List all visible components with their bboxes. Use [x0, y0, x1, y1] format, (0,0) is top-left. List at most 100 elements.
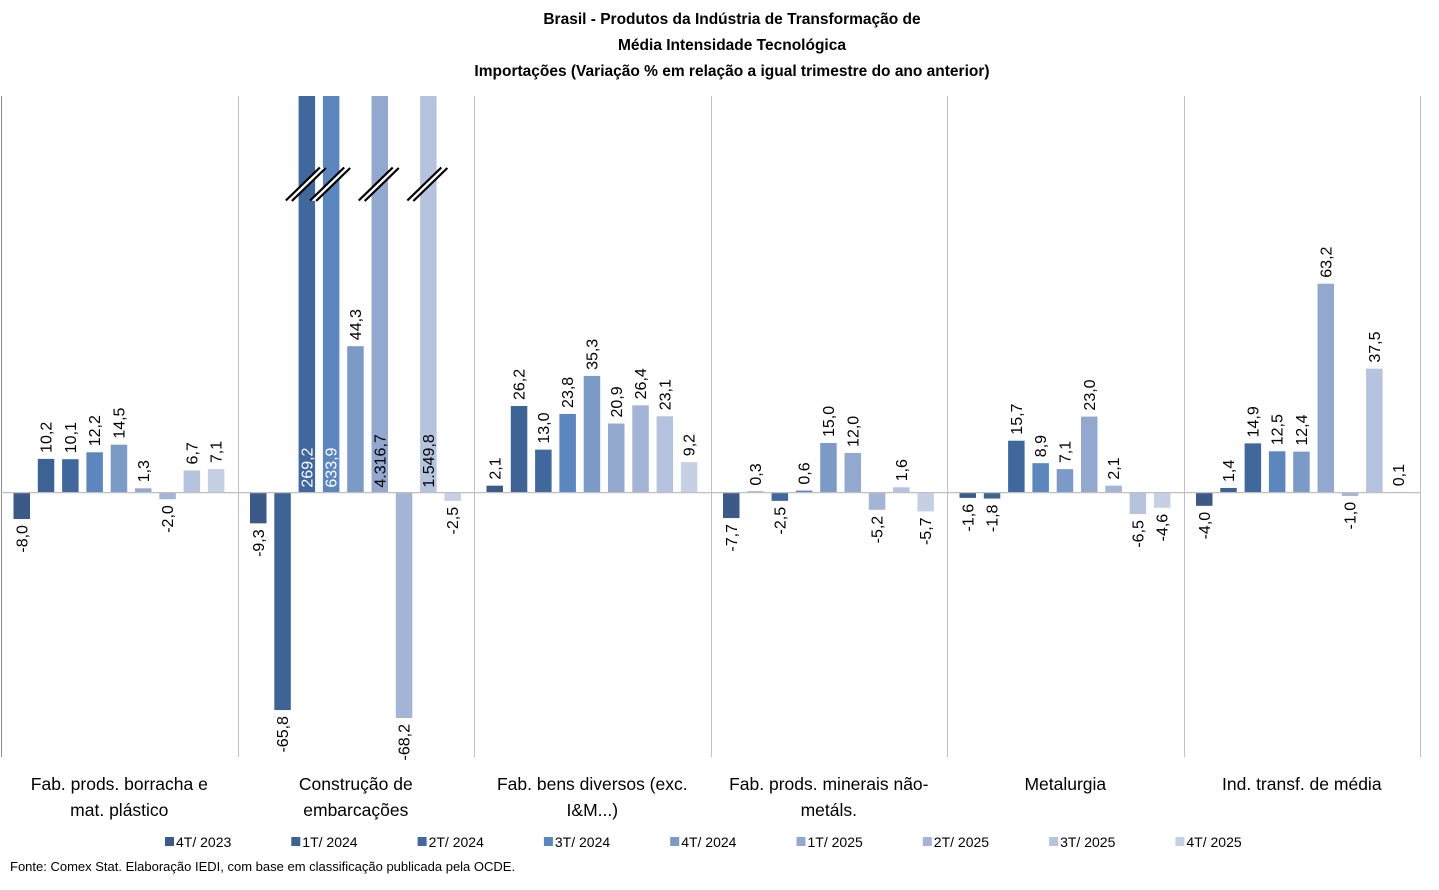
axis-break-line	[363, 167, 400, 202]
bar	[583, 375, 601, 493]
data-label: 1.549,8	[421, 434, 438, 487]
data-label: 0,6	[797, 462, 814, 484]
data-label: 12,0	[845, 416, 862, 447]
data-label: -7,7	[724, 524, 741, 552]
bar	[893, 487, 910, 493]
axis-break-line	[357, 166, 394, 202]
x-tick-label: Construção de	[299, 774, 413, 794]
chart-title-line-2: Média Intensidade Tecnológica	[618, 37, 846, 54]
axis-breaks	[285, 166, 449, 202]
chart-title-line-1: Brasil - Produtos da Indústria de Transf…	[543, 11, 921, 28]
bar	[820, 443, 837, 493]
data-label: -2,5	[445, 507, 462, 535]
bar	[444, 492, 461, 501]
legend-swatch	[1049, 837, 1059, 846]
data-label: 8,9	[1033, 435, 1050, 457]
axis-break-line	[291, 167, 327, 202]
bar	[1220, 487, 1237, 493]
bar	[135, 488, 152, 493]
data-label: 14,9	[1245, 406, 1262, 437]
plot-frame	[1, 96, 1421, 757]
legend-swatch	[1175, 837, 1185, 846]
bar	[1105, 485, 1122, 493]
x-tick-label: Fab. prods. minerais não-	[729, 774, 929, 794]
bar	[250, 492, 267, 524]
data-label: 6,7	[184, 442, 201, 464]
legend-label: 2T/ 2024	[429, 834, 484, 850]
data-label: 633,9	[324, 447, 341, 487]
data-label: 23,8	[560, 377, 577, 408]
axis-break-gap	[285, 167, 326, 201]
bar	[723, 492, 740, 519]
axis-break-gap	[407, 167, 448, 201]
bar	[559, 413, 576, 493]
source-note: Fonte: Comex Stat. Elaboração IEDI, com …	[10, 859, 516, 874]
legend-item: 2T/ 2024	[417, 834, 484, 850]
data-label: 2,1	[1106, 457, 1123, 479]
data-label: -9,3	[251, 529, 268, 557]
bar	[395, 492, 413, 718]
axis-break-mark	[406, 166, 449, 202]
bar	[632, 405, 649, 493]
axis-break-mark	[309, 166, 351, 202]
data-label: 7,1	[209, 441, 226, 463]
x-tick-label: Metalurgia	[1024, 774, 1106, 794]
data-label: 20,9	[609, 386, 626, 417]
axis-break-gap	[358, 167, 399, 201]
legend-item: 1T/ 2024	[291, 834, 358, 850]
bar	[13, 492, 30, 520]
data-label: -1,0	[1343, 502, 1360, 530]
legend-swatch	[291, 837, 301, 846]
bar	[1129, 492, 1147, 515]
bar	[1081, 416, 1098, 493]
data-label: 35,3	[584, 339, 601, 370]
bar	[1153, 492, 1171, 508]
bar	[347, 346, 364, 493]
bar	[844, 452, 861, 493]
bar	[1268, 451, 1286, 493]
legend-item: 4T/ 2023	[165, 834, 231, 850]
axis-break-line	[406, 166, 443, 202]
legend-label: 4T/ 2024	[681, 834, 736, 850]
legend-swatch	[417, 837, 427, 846]
data-label: 10,1	[63, 422, 80, 453]
data-label: 23,0	[1082, 379, 1099, 410]
chart-title: Brasil - Produtos da Indústria de Transf…	[332, 9, 1132, 87]
legend-swatch	[165, 837, 174, 846]
bar	[183, 470, 201, 493]
legend-item: 3T/ 2024	[543, 834, 610, 850]
data-label: 2,1	[487, 457, 504, 479]
data-label: 7,1	[1057, 441, 1074, 463]
bar	[322, 96, 340, 493]
bar	[510, 406, 528, 493]
bar	[420, 96, 437, 493]
data-label: -1,8	[985, 504, 1002, 532]
legend-item: 1T/ 2025	[796, 834, 863, 850]
bar	[1008, 440, 1025, 493]
bar	[680, 462, 698, 493]
bar	[608, 423, 625, 493]
bar	[1366, 368, 1383, 493]
legend-label: 3T/ 2025	[1060, 834, 1115, 850]
data-label: 13,0	[536, 412, 553, 443]
data-label: 1,6	[894, 459, 911, 481]
data-label: 44,3	[348, 309, 365, 340]
bar	[1244, 443, 1262, 493]
axis-break-mark	[357, 166, 400, 202]
bar	[1196, 492, 1213, 506]
axis-break-line	[412, 167, 449, 202]
bar	[917, 492, 934, 512]
legend-item: 4T/ 2024	[670, 834, 737, 850]
data-label: -68,2	[397, 724, 414, 761]
bar	[86, 452, 103, 493]
chart-subtitle: Importações (Variação % em relação a igu…	[474, 63, 990, 80]
data-label: -4,6	[1155, 514, 1172, 542]
bar	[1293, 451, 1310, 493]
x-tick-label: Fab. prods. borracha e	[31, 774, 208, 794]
data-label: 12,4	[1294, 414, 1311, 445]
data-label: 0,3	[748, 463, 765, 485]
data-label: 63,2	[1318, 246, 1335, 277]
legend-swatch	[796, 837, 806, 846]
bar	[795, 490, 813, 493]
bar	[656, 416, 674, 493]
